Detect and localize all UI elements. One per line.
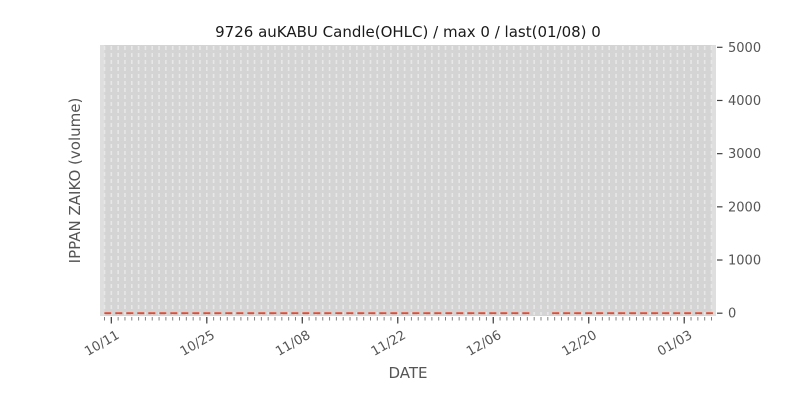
x-tick-label: 01/03 xyxy=(655,328,695,360)
plot-area xyxy=(100,45,716,316)
x-tick-label: 12/06 xyxy=(464,328,504,360)
x-tick-label: 12/20 xyxy=(560,328,600,360)
y-tick-label: 4000 xyxy=(728,94,761,109)
x-tick-label: 10/25 xyxy=(178,328,218,360)
x-tick-label: 11/22 xyxy=(369,328,409,360)
y-axis-tick-labels: 0 1000 2000 3000 4000 5000 xyxy=(728,41,761,322)
y-axis-ticks xyxy=(717,46,723,314)
edge-strip-right xyxy=(711,45,716,316)
x-tick-label: 10/11 xyxy=(82,328,122,360)
y-tick-label: 2000 xyxy=(728,200,761,215)
x-axis-major-ticks xyxy=(110,317,685,324)
y-tick-label: 3000 xyxy=(728,147,761,162)
daily-gridlines xyxy=(103,46,713,315)
x-tick-label: 11/08 xyxy=(273,328,313,360)
chart-title: 9726 auKABU Candle(OHLC) / max 0 / last(… xyxy=(215,23,601,41)
y-tick-label: 5000 xyxy=(728,41,761,56)
plot-edge-strips xyxy=(100,45,716,316)
edge-strip-left xyxy=(100,45,105,316)
y-tick-label: 0 xyxy=(728,307,736,322)
y-tick-label: 1000 xyxy=(728,254,761,269)
x-axis-label: DATE xyxy=(388,364,427,382)
x-axis-minor-ticks xyxy=(104,317,712,321)
y-axis-label: IPPAN ZAIKO (volume) xyxy=(66,98,84,264)
x-axis-tick-labels: 10/11 10/25 11/08 11/22 12/06 12/20 01/03 xyxy=(82,328,695,360)
